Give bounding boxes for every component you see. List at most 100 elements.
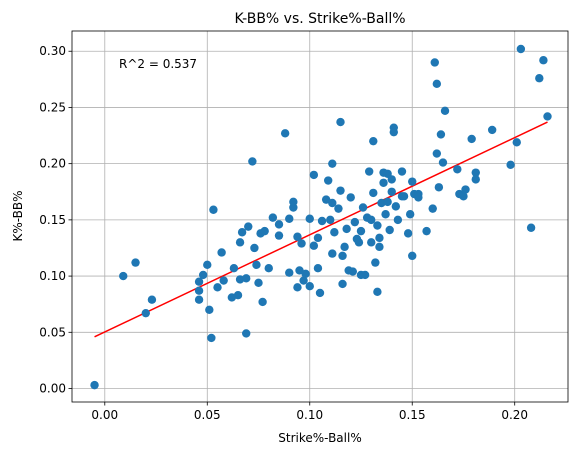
data-point bbox=[381, 210, 390, 219]
y-tick-label: 0.10 bbox=[39, 269, 66, 283]
data-point bbox=[213, 283, 222, 292]
data-point bbox=[250, 243, 259, 253]
data-point bbox=[432, 79, 442, 89]
data-point bbox=[375, 242, 384, 252]
data-point bbox=[141, 308, 150, 318]
data-point bbox=[203, 260, 212, 270]
data-points bbox=[90, 44, 552, 390]
data-point bbox=[428, 204, 437, 213]
data-point bbox=[408, 251, 417, 261]
y-tick-label: 0.00 bbox=[39, 382, 66, 396]
data-point bbox=[90, 380, 99, 390]
data-point bbox=[242, 329, 251, 338]
data-point bbox=[260, 226, 269, 236]
data-point bbox=[338, 251, 347, 261]
data-point bbox=[309, 170, 319, 180]
x-tick-label: 0.15 bbox=[399, 408, 426, 422]
data-point bbox=[274, 220, 284, 229]
data-point bbox=[336, 117, 345, 127]
data-point bbox=[408, 177, 417, 186]
regression-line bbox=[94, 121, 548, 338]
data-point bbox=[440, 106, 450, 116]
data-point bbox=[397, 167, 407, 176]
data-point bbox=[387, 187, 396, 196]
data-point bbox=[373, 221, 382, 230]
data-point bbox=[358, 203, 368, 212]
data-point bbox=[453, 165, 462, 174]
data-point bbox=[338, 279, 347, 289]
data-point bbox=[342, 224, 351, 234]
data-point bbox=[405, 210, 415, 219]
y-tick-label: 0.05 bbox=[39, 325, 66, 339]
data-point bbox=[313, 264, 323, 273]
data-point bbox=[293, 283, 302, 292]
data-point bbox=[293, 232, 302, 241]
data-point bbox=[516, 44, 526, 54]
data-point bbox=[242, 274, 251, 283]
data-point bbox=[336, 186, 345, 195]
data-point bbox=[285, 268, 294, 277]
plot-frame bbox=[71, 30, 569, 403]
data-point bbox=[233, 290, 243, 300]
data-point bbox=[393, 215, 403, 225]
data-point bbox=[217, 248, 226, 257]
data-point bbox=[383, 197, 392, 207]
data-point bbox=[364, 167, 374, 176]
fit-line-group bbox=[94, 121, 548, 338]
y-tick-label: 0.15 bbox=[39, 213, 66, 227]
data-point bbox=[379, 178, 388, 187]
data-point bbox=[385, 225, 394, 235]
data-point bbox=[356, 226, 366, 236]
data-point bbox=[274, 231, 284, 240]
data-point bbox=[194, 277, 204, 286]
data-point bbox=[237, 228, 247, 237]
data-point bbox=[354, 238, 364, 247]
data-point bbox=[198, 270, 208, 280]
data-point bbox=[373, 287, 382, 297]
data-point bbox=[280, 129, 290, 138]
data-point bbox=[317, 216, 327, 226]
data-point bbox=[205, 305, 214, 315]
data-point bbox=[371, 258, 380, 267]
data-point bbox=[244, 222, 253, 231]
data-point bbox=[487, 125, 497, 135]
data-point bbox=[328, 159, 337, 168]
data-point bbox=[471, 168, 480, 177]
data-point bbox=[391, 202, 401, 211]
data-point bbox=[321, 195, 331, 204]
data-point bbox=[254, 278, 263, 288]
x-tick-label: 0.05 bbox=[194, 408, 221, 422]
data-point bbox=[229, 264, 239, 273]
data-point bbox=[430, 58, 439, 67]
data-point bbox=[315, 288, 325, 298]
data-point bbox=[471, 175, 480, 184]
data-point bbox=[268, 213, 278, 222]
data-point bbox=[301, 269, 310, 279]
data-point bbox=[305, 214, 314, 223]
data-point bbox=[543, 112, 552, 121]
data-point bbox=[367, 215, 376, 225]
data-point bbox=[389, 127, 398, 137]
y-tick-label: 0.20 bbox=[39, 157, 66, 171]
data-point bbox=[461, 185, 470, 194]
data-point bbox=[289, 197, 298, 207]
data-point bbox=[299, 276, 308, 285]
data-point bbox=[375, 233, 384, 243]
data-point bbox=[264, 264, 273, 273]
data-point bbox=[305, 282, 314, 291]
data-point bbox=[323, 176, 333, 185]
x-tick-label: 0.10 bbox=[296, 408, 323, 422]
data-point bbox=[297, 239, 306, 248]
data-point bbox=[309, 241, 319, 250]
data-point bbox=[219, 276, 228, 285]
data-point bbox=[131, 258, 140, 267]
data-point bbox=[334, 204, 343, 213]
data-point bbox=[360, 270, 370, 280]
data-point bbox=[340, 242, 349, 252]
data-point bbox=[350, 217, 360, 227]
y-tick-label: 0.30 bbox=[39, 44, 66, 58]
data-point bbox=[285, 214, 294, 223]
data-point bbox=[369, 136, 378, 146]
